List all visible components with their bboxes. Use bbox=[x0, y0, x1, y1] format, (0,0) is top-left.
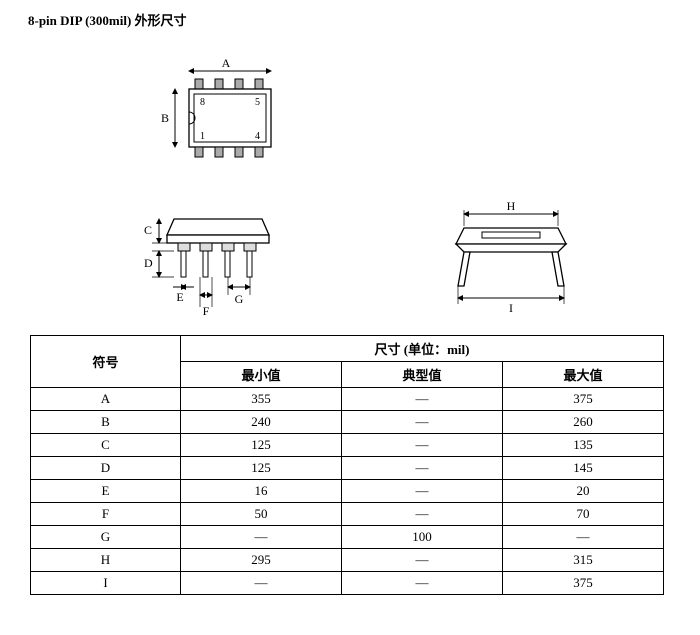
cell-min: — bbox=[181, 572, 342, 595]
cell-max: 20 bbox=[503, 480, 664, 503]
th-size: 尺寸 (单位：mil) bbox=[181, 336, 664, 362]
dim-G-label: G bbox=[235, 292, 244, 306]
cell-typ: — bbox=[342, 503, 503, 526]
table-row: C125—135 bbox=[31, 434, 664, 457]
cell-sym: B bbox=[31, 411, 181, 434]
diagram-end-view: H I bbox=[428, 202, 598, 322]
pin-4-label: 4 bbox=[255, 131, 260, 142]
table-row: D125—145 bbox=[31, 457, 664, 480]
diagram-side-view: C D E F bbox=[124, 207, 294, 327]
dim-F-label: F bbox=[203, 304, 210, 318]
table-row: F50—70 bbox=[31, 503, 664, 526]
cell-max: 260 bbox=[503, 411, 664, 434]
cell-typ: — bbox=[342, 480, 503, 503]
dim-I-label: I bbox=[509, 301, 513, 315]
cell-max: 135 bbox=[503, 434, 664, 457]
dim-C-label: C bbox=[144, 223, 152, 237]
dim-A-label: A bbox=[222, 57, 231, 70]
pin-1-label: 1 bbox=[200, 131, 205, 142]
diagram-top-view: A 8 5 1 4 B bbox=[153, 57, 293, 182]
cell-min: 355 bbox=[181, 388, 342, 411]
cell-min: — bbox=[181, 526, 342, 549]
cell-sym: G bbox=[31, 526, 181, 549]
th-min: 最小值 bbox=[181, 362, 342, 388]
top-view-svg: A 8 5 1 4 B bbox=[153, 57, 293, 182]
dimensions-table: 符号 尺寸 (单位：mil) 最小值 典型值 最大值 A355—375B240—… bbox=[30, 335, 664, 595]
table-body: A355—375B240—260C125—135D125—145E16—20F5… bbox=[31, 388, 664, 595]
table-row: G—100— bbox=[31, 526, 664, 549]
cell-max: — bbox=[503, 526, 664, 549]
cell-typ: — bbox=[342, 388, 503, 411]
cell-sym: C bbox=[31, 434, 181, 457]
package-diagrams: A 8 5 1 4 B bbox=[28, 57, 672, 327]
dim-H-label: H bbox=[507, 202, 516, 213]
pin-5-label: 5 bbox=[255, 97, 260, 108]
table-row: B240—260 bbox=[31, 411, 664, 434]
cell-min: 125 bbox=[181, 434, 342, 457]
cell-min: 125 bbox=[181, 457, 342, 480]
cell-max: 375 bbox=[503, 572, 664, 595]
cell-typ: — bbox=[342, 434, 503, 457]
cell-typ: — bbox=[342, 411, 503, 434]
cell-typ: — bbox=[342, 572, 503, 595]
cell-typ: 100 bbox=[342, 526, 503, 549]
cell-min: 240 bbox=[181, 411, 342, 434]
dim-D-label: D bbox=[144, 256, 153, 270]
cell-sym: D bbox=[31, 457, 181, 480]
table-row: E16—20 bbox=[31, 480, 664, 503]
cell-min: 16 bbox=[181, 480, 342, 503]
table-row: H295—315 bbox=[31, 549, 664, 572]
cell-min: 50 bbox=[181, 503, 342, 526]
page-title: 8-pin DIP (300mil) 外形尺寸 bbox=[28, 10, 672, 29]
table-row: A355—375 bbox=[31, 388, 664, 411]
cell-sym: A bbox=[31, 388, 181, 411]
th-typ: 典型值 bbox=[342, 362, 503, 388]
cell-max: 70 bbox=[503, 503, 664, 526]
cell-typ: — bbox=[342, 457, 503, 480]
cell-sym: H bbox=[31, 549, 181, 572]
pin-8-label: 8 bbox=[200, 97, 205, 108]
cell-typ: — bbox=[342, 549, 503, 572]
table-row: I——375 bbox=[31, 572, 664, 595]
th-max: 最大值 bbox=[503, 362, 664, 388]
cell-min: 295 bbox=[181, 549, 342, 572]
cell-max: 315 bbox=[503, 549, 664, 572]
cell-sym: I bbox=[31, 572, 181, 595]
th-symbol: 符号 bbox=[31, 336, 181, 388]
cell-max: 145 bbox=[503, 457, 664, 480]
end-view-svg: H I bbox=[428, 202, 598, 322]
dim-B-label: B bbox=[161, 111, 169, 125]
cell-sym: E bbox=[31, 480, 181, 503]
dim-E-label: E bbox=[176, 290, 183, 304]
side-view-svg: C D E F bbox=[124, 207, 294, 327]
cell-sym: F bbox=[31, 503, 181, 526]
cell-max: 375 bbox=[503, 388, 664, 411]
